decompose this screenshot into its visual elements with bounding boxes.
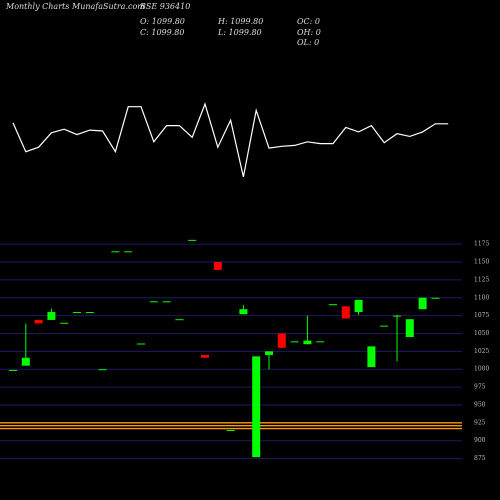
symbol: BSE 936410 — [139, 2, 190, 11]
candle-body — [252, 356, 261, 458]
candle-body — [85, 312, 94, 314]
candle-body — [137, 343, 145, 345]
y-tick-label: 1150 — [474, 259, 489, 266]
stat: H: 1099.80 — [217, 17, 263, 26]
candle-body — [162, 301, 171, 303]
candle-body — [9, 369, 17, 371]
candle-body — [393, 315, 401, 317]
candle-body — [73, 312, 81, 314]
y-tick-label: 900 — [474, 437, 486, 444]
candle-body — [367, 346, 376, 368]
stat: OH: 0 — [297, 28, 321, 37]
candle-body — [431, 297, 440, 299]
candle-body — [303, 340, 312, 345]
chart-title: Monthly Charts — [5, 2, 69, 11]
candle-body — [405, 319, 414, 338]
candle-body — [418, 297, 427, 310]
candle-body — [380, 325, 389, 327]
y-tick-label: 1075 — [474, 312, 489, 319]
candle-body — [213, 262, 222, 270]
candle-body — [175, 319, 184, 321]
y-tick-label: 975 — [474, 384, 486, 391]
stat: OC: 0 — [297, 17, 320, 26]
candle-body — [111, 251, 120, 253]
y-tick-label: 925 — [474, 419, 486, 426]
y-tick-label: 1000 — [474, 366, 489, 373]
stat: O: 1099.80 — [140, 17, 185, 26]
candle-body — [60, 322, 69, 324]
candle-body — [124, 251, 133, 253]
candle-body — [21, 357, 30, 366]
candle-body — [239, 309, 248, 315]
candle-body — [265, 351, 273, 355]
stat: C: 1099.80 — [140, 28, 184, 37]
y-tick-label: 1125 — [474, 276, 489, 283]
stat: OL: 0 — [297, 38, 319, 47]
candle-body — [277, 333, 286, 348]
source: MunafaSutra.com — [71, 2, 145, 11]
candle-body — [290, 341, 299, 343]
indicator-line — [12, 102, 449, 178]
candle-body — [34, 319, 43, 324]
y-tick-label: 1100 — [474, 294, 489, 301]
y-tick-label: 1175 — [474, 241, 489, 248]
y-tick-label: 1025 — [474, 348, 489, 355]
candle-body — [47, 312, 56, 320]
stat: L: 1099.80 — [217, 28, 262, 37]
candle-body — [316, 341, 325, 343]
candle-body — [329, 304, 337, 306]
candle-body — [98, 369, 107, 371]
y-tick-label: 875 — [474, 455, 486, 462]
candle-body — [341, 306, 350, 319]
candle-body — [149, 301, 158, 303]
candle-body — [354, 299, 363, 313]
candle-body — [226, 429, 235, 431]
candle-body — [201, 354, 209, 358]
y-tick-label: 1050 — [474, 330, 489, 337]
y-tick-label: 950 — [474, 401, 486, 408]
candle-body — [188, 239, 197, 241]
